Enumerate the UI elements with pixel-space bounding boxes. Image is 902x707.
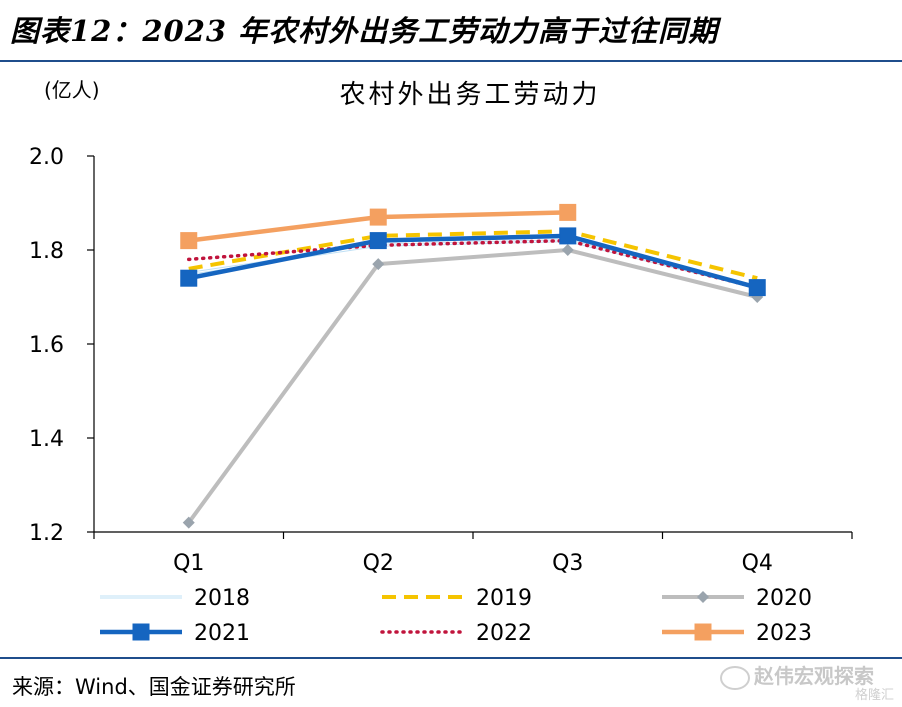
source-note: 来源：Wind、国金证券研究所 <box>12 675 296 699</box>
point-2023 <box>180 232 198 250</box>
point-2021 <box>748 279 766 297</box>
legend-label-2019: 2019 <box>476 586 532 611</box>
legend-label-2023: 2023 <box>756 621 812 646</box>
top-rule <box>0 60 902 62</box>
y-tick-label: 2.0 <box>29 145 64 170</box>
x-tick-label: Q1 <box>173 551 204 576</box>
legend-marker-2021 <box>132 623 150 641</box>
y-tick-label: 1.6 <box>29 333 64 358</box>
watermark-sub: 格隆汇 <box>854 688 894 703</box>
legend-label-2020: 2020 <box>756 586 812 611</box>
bottom-rule <box>0 657 902 659</box>
series-line-2021 <box>188 233 758 290</box>
y-unit-label: (亿人) <box>44 78 100 102</box>
legend-label-2022: 2022 <box>476 621 532 646</box>
series-line-2019 <box>188 229 758 281</box>
legend-label-2021: 2021 <box>194 621 250 646</box>
x-tick-label: Q2 <box>363 551 394 576</box>
point-2021 <box>369 232 387 250</box>
series-line-2020 <box>187 248 758 524</box>
wechat-icon <box>720 665 750 690</box>
chart-title: 农村外出务工劳动力 <box>339 80 601 110</box>
point-2021 <box>180 269 198 287</box>
point-2020 <box>561 244 574 256</box>
point-2020 <box>372 258 385 271</box>
point-2023 <box>559 203 577 221</box>
figure-title: 图表12：2023 年农村外出务工劳动力高于过往同期 <box>10 14 719 48</box>
legend-marker-2023 <box>694 623 712 641</box>
legend-marker-2020 <box>697 591 709 603</box>
legend-label-2018: 2018 <box>194 586 250 611</box>
y-tick-label: 1.4 <box>29 427 64 452</box>
series-line-2022 <box>187 238 759 290</box>
point-2021 <box>559 227 577 245</box>
point-2020 <box>182 516 195 529</box>
watermark-text: 赵伟宏观探索 <box>754 664 874 688</box>
line-chart: 1.2 1.4 1.6 1.8 2.0 Q1 Q2 Q3 Q4 2018 2019 2020 2021 2… <box>29 145 853 646</box>
y-tick-label: 1.2 <box>29 521 64 546</box>
x-tick-label: Q3 <box>552 551 583 576</box>
watermark: 赵伟宏观探索 <box>720 660 874 690</box>
y-tick-label: 1.8 <box>29 239 64 264</box>
x-tick-label: Q4 <box>742 551 773 576</box>
point-2023 <box>369 208 387 226</box>
